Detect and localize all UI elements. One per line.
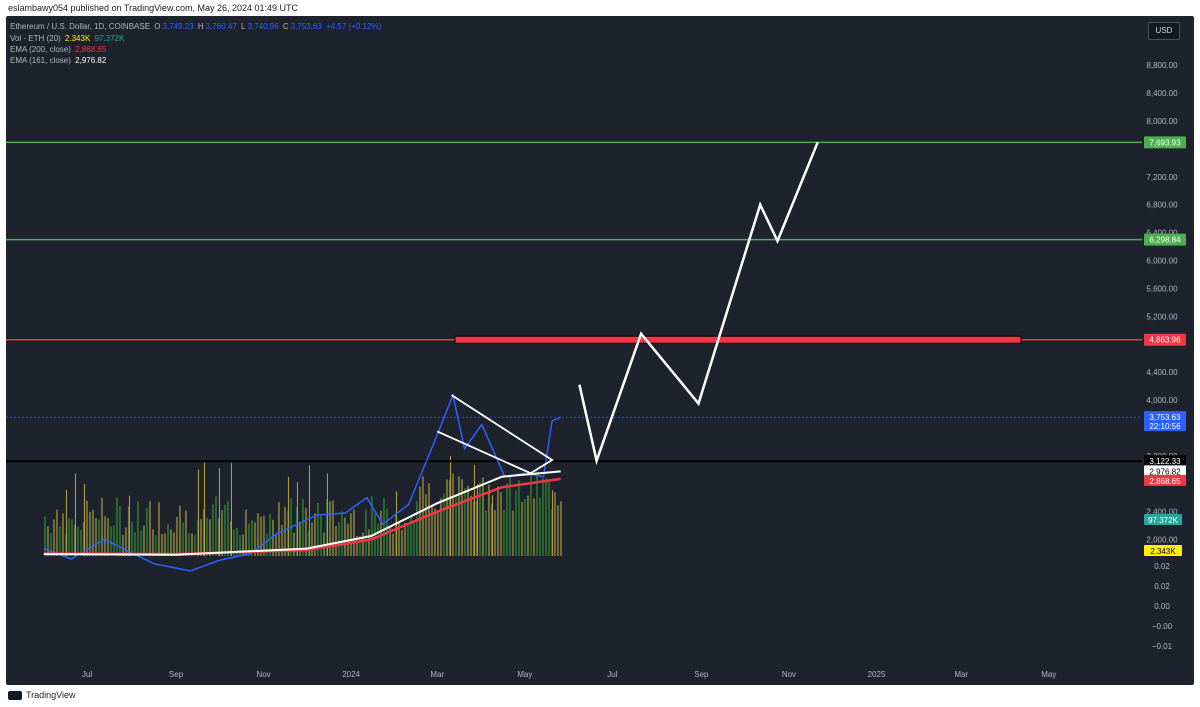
- legend-symbol-row: Ethereum / U.S. Dollar, 1D, COINBASE O 3,…: [10, 22, 383, 31]
- ohlc-high: 3,760.47: [205, 22, 237, 31]
- ohlc-close: 3,753.63: [290, 22, 322, 31]
- tradingview-logo-icon: [8, 690, 22, 700]
- footer-brand: TradingView: [8, 690, 76, 700]
- volume-label: Vol · ETH (20): [10, 34, 61, 43]
- ema200-label: EMA (200, close): [10, 45, 71, 54]
- ohlc-close-label: C: [282, 22, 289, 31]
- ema161-value: 2,976.82: [75, 56, 107, 65]
- ohlc-low-label: L: [241, 22, 246, 31]
- currency-button[interactable]: USD: [1148, 22, 1180, 40]
- ohlc-open-label: O: [154, 22, 161, 31]
- legend-volume-row[interactable]: Vol · ETH (20) 2.343K 97.372K: [10, 34, 126, 43]
- chart-pane[interactable]: Ethereum / U.S. Dollar, 1D, COINBASE O 3,…: [6, 16, 1194, 685]
- ema161-label: EMA (161, close): [10, 56, 71, 65]
- legend-ema200-row[interactable]: EMA (200, close) 2,868.65: [10, 45, 108, 54]
- symbol-title[interactable]: Ethereum / U.S. Dollar, 1D, COINBASE: [10, 22, 151, 31]
- legend-ema161-row[interactable]: EMA (161, close) 2,976.82: [10, 56, 108, 65]
- footer-brand-text: TradingView: [26, 690, 76, 700]
- ohlc-high-label: H: [197, 22, 204, 31]
- volume-value: 2.343K: [64, 34, 91, 43]
- ema200-value: 2,868.65: [75, 45, 107, 54]
- volume-ma-value: 97.372K: [94, 34, 125, 43]
- ohlc-low: 3,740.96: [247, 22, 279, 31]
- ohlc-open: 3,749.23: [162, 22, 194, 31]
- ohlc-change: +4.57 (+0.12%): [326, 22, 382, 31]
- publisher-line: eslambawy054 published on TradingView.co…: [8, 3, 299, 13]
